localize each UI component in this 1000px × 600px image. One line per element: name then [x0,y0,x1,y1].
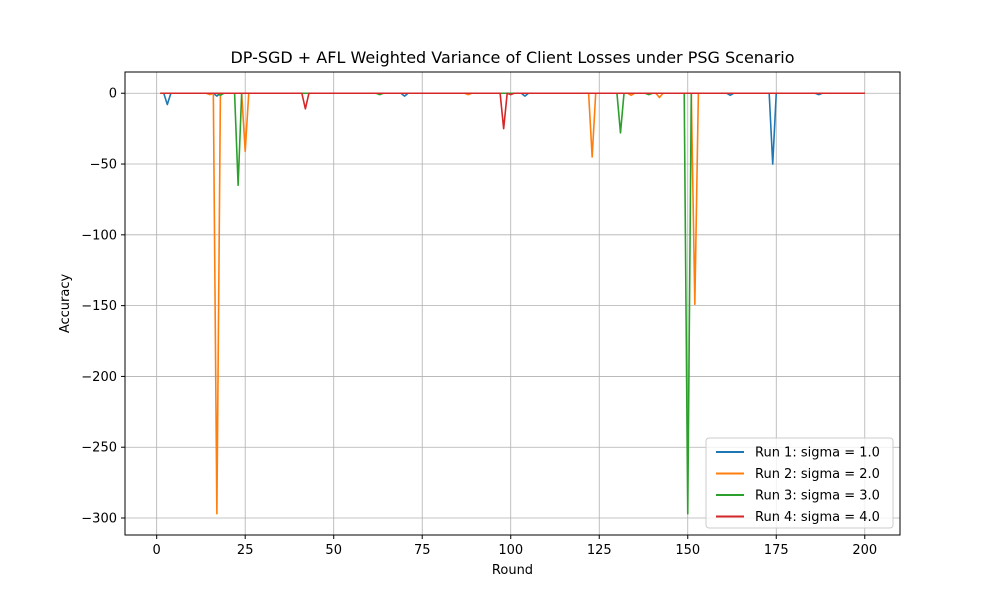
legend-box [705,437,894,529]
x-tick-label: 50 [325,543,342,558]
series-layer [160,92,865,515]
y-tick-label: −50 [90,158,117,173]
legend-label: Run 1: sigma = 1.0 [755,446,880,461]
x-tick-label: 100 [498,543,523,558]
series-line-run-4 [160,92,865,130]
x-tick-label: 25 [237,543,254,558]
y-tick-label: 0 [109,87,117,102]
chart-title: DP-SGD + AFL Weighted Variance of Client… [230,48,794,67]
legend-label: Run 4: sigma = 4.0 [755,510,880,525]
legend-label: Run 3: sigma = 3.0 [755,489,880,504]
axis-ticks: 0 25 50 75 100 125 150 175 200 0 −50 −100 −150 −200 −2… [81,87,877,558]
plot-frame [124,71,901,536]
x-axis-label: Round [492,563,533,578]
x-tick-label: 200 [852,543,877,558]
y-tick-label: −300 [81,512,117,527]
x-tick-label: 0 [153,543,161,558]
y-axis-label: Accuracy [58,274,73,334]
legend: Run 1: sigma = 1.0 Run 2: sigma = 2.0 Run … [705,437,894,529]
x-tick-label: 75 [414,543,431,558]
y-tick-label: −100 [81,228,117,243]
y-tick-label: −250 [81,441,117,456]
y-tick-label: −200 [81,370,117,385]
legend-label: Run 2: sigma = 2.0 [755,467,880,482]
x-tick-label: 150 [675,543,700,558]
series-line-run-1 [160,92,865,165]
y-tick-label: −150 [81,299,117,314]
x-tick-label: 175 [764,543,789,558]
x-tick-label: 125 [587,543,612,558]
